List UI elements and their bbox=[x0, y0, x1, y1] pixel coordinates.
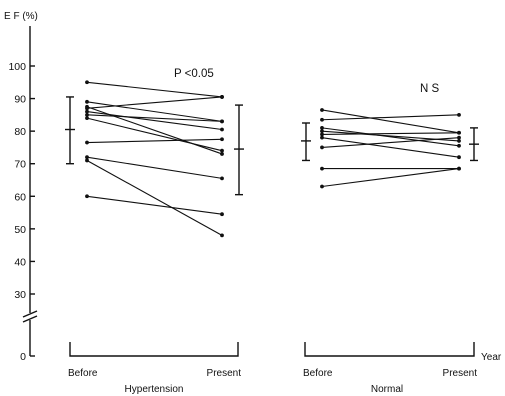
group-label: Normal bbox=[371, 384, 403, 395]
y-axis-break-mark-upper bbox=[22, 310, 38, 318]
pair-line-7 bbox=[321, 137, 460, 148]
y-tick-label-70: 70 bbox=[14, 159, 26, 171]
pair-line-2 bbox=[321, 114, 460, 121]
category-label-present: Present bbox=[443, 368, 478, 379]
y-ticks: 0 30 40 50 60 70 80 90 100 bbox=[8, 61, 35, 363]
pair-line-11 bbox=[86, 195, 223, 215]
pair-line-10 bbox=[86, 159, 223, 236]
point-before-11 bbox=[85, 194, 89, 199]
point-before-2 bbox=[85, 99, 89, 104]
y-axis-break-mark-lower bbox=[22, 315, 38, 323]
point-present-9 bbox=[457, 166, 461, 171]
point-before-2 bbox=[320, 117, 324, 122]
y-tick-label-0: 0 bbox=[20, 351, 26, 363]
point-before-7 bbox=[85, 116, 89, 121]
y-tick-label-60: 60 bbox=[14, 191, 26, 203]
point-before-4 bbox=[85, 106, 89, 111]
category-label-before: Before bbox=[303, 368, 333, 379]
point-present-4 bbox=[220, 95, 224, 99]
point-before-10 bbox=[85, 158, 89, 163]
pair-line-5 bbox=[86, 111, 223, 131]
y-tick-label-40: 40 bbox=[14, 256, 26, 268]
point-present-5 bbox=[457, 130, 461, 135]
significance-annotation: P <0.05 bbox=[174, 68, 214, 80]
point-present-6 bbox=[457, 155, 461, 160]
y-tick-label-100: 100 bbox=[8, 61, 26, 73]
point-before-1 bbox=[320, 108, 324, 112]
group-label: Hypertension bbox=[125, 384, 184, 395]
point-present-10 bbox=[220, 233, 224, 238]
point-present-9 bbox=[220, 176, 224, 181]
point-before-1 bbox=[85, 80, 89, 85]
point-present-7 bbox=[457, 135, 461, 140]
point-before-6 bbox=[85, 112, 89, 117]
point-before-9 bbox=[85, 155, 89, 160]
pair-line-5 bbox=[321, 132, 460, 135]
y-tick-label-80: 80 bbox=[14, 126, 26, 138]
point-before-9 bbox=[320, 184, 324, 189]
pair-line-2 bbox=[86, 101, 223, 122]
point-before-8 bbox=[85, 140, 89, 145]
pair-line-3 bbox=[321, 127, 460, 147]
pair-line-7 bbox=[86, 117, 223, 152]
pair-line-8 bbox=[86, 138, 223, 144]
group-normal: Before Present Normal N S bbox=[301, 83, 479, 395]
point-before-6 bbox=[320, 135, 324, 140]
point-before-8 bbox=[320, 166, 324, 171]
point-present-11 bbox=[220, 212, 224, 217]
point-present-7 bbox=[220, 148, 224, 153]
point-present-4 bbox=[457, 139, 461, 143]
category-label-present: Present bbox=[207, 368, 242, 379]
category-label-before: Before bbox=[68, 368, 98, 379]
chart-groups: Before Present Hypertension P <0.05 Before Pr… bbox=[65, 68, 479, 395]
point-before-5 bbox=[320, 132, 324, 137]
x-bracket bbox=[69, 342, 239, 357]
point-present-6 bbox=[220, 119, 224, 124]
pair-line-9 bbox=[321, 168, 460, 188]
point-present-2 bbox=[457, 112, 461, 117]
point-present-3 bbox=[220, 152, 224, 156]
point-before-7 bbox=[320, 145, 324, 150]
pair-line-1 bbox=[321, 109, 460, 134]
y-tick-label-90: 90 bbox=[14, 94, 26, 106]
x-bracket bbox=[304, 342, 475, 357]
point-present-5 bbox=[220, 127, 224, 132]
significance-annotation: N S bbox=[420, 83, 440, 95]
group-hypertension: Before Present Hypertension P <0.05 bbox=[65, 68, 244, 395]
point-present-3 bbox=[457, 143, 461, 148]
pair-line-6 bbox=[86, 114, 223, 122]
pair-line-6 bbox=[321, 137, 460, 158]
point-before-3 bbox=[320, 125, 324, 130]
pair-line-4 bbox=[86, 96, 223, 109]
pair-line-1 bbox=[86, 81, 223, 98]
y-tick-label-30: 30 bbox=[14, 289, 26, 301]
point-before-5 bbox=[85, 109, 89, 114]
point-before-4 bbox=[320, 129, 324, 134]
point-present-8 bbox=[220, 137, 224, 142]
y-tick-label-50: 50 bbox=[14, 224, 26, 236]
pair-line-9 bbox=[86, 156, 223, 179]
y-axis-title: E F (%) bbox=[4, 11, 38, 22]
x-unit-label: Year bbox=[481, 352, 502, 363]
